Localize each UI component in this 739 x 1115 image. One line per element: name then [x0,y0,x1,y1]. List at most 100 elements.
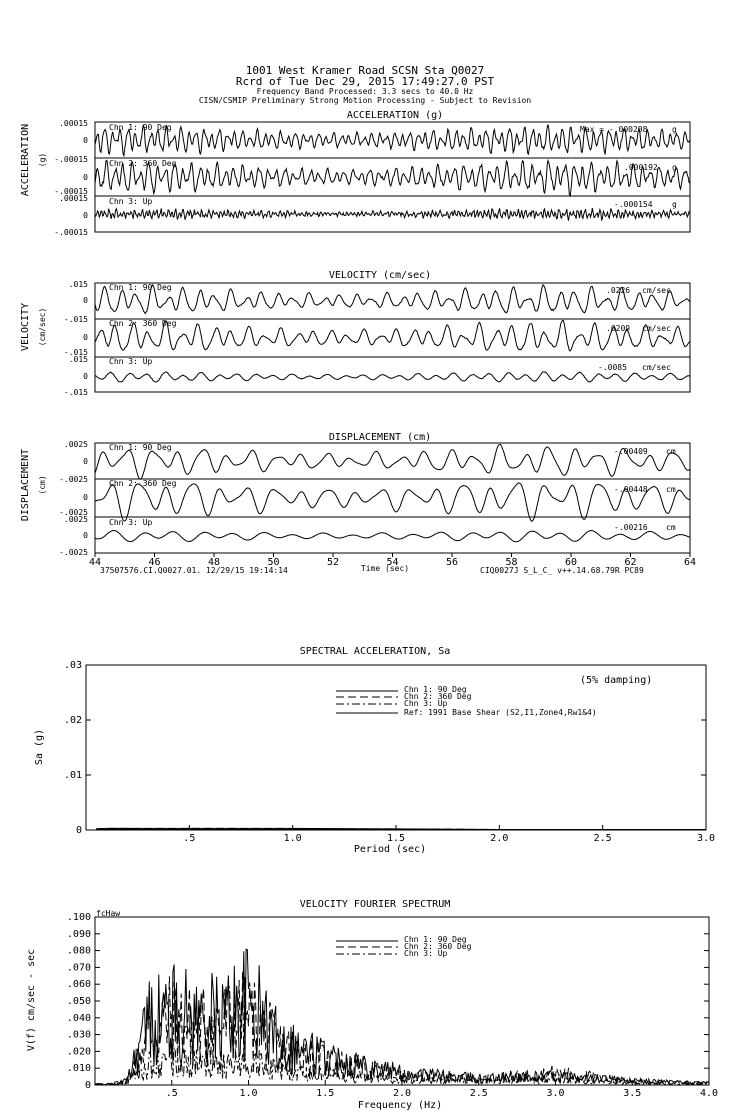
header-line-1: 1001 West Kramer Road SCSN Sta Q0027 [246,64,484,77]
vel-ch3-top-tick: .015 [69,355,88,364]
fourier-ytick-label: .030 [67,1030,91,1041]
vel-ch2-peak: .0209 [606,324,630,333]
vel-ch1-frame [94,282,691,320]
disp-ch3-bottom-tick: -.0025 [59,548,88,557]
fourier-xtick-label: 1.0 [239,1088,257,1099]
spectral-xtick-label: .5 [183,833,195,844]
disp-ch2-peak: -.00448 [614,485,648,494]
fourier-ytick-label: .100 [67,912,91,923]
disp-ch3-mid-tick: 0 [83,531,88,540]
acc-ch3-unit: g [672,200,677,209]
fourier-xtick-label: 1.5 [316,1088,334,1099]
time-tick-label: 60 [565,557,577,568]
disp-ch2-trace [94,482,690,522]
acc-ch1-bottom-tick: -.00015 [54,155,88,164]
vel-ch1-bottom-tick: -.015 [64,315,88,324]
vel-ch3-bottom-tick: -.015 [64,388,88,397]
acc-ch3-top-tick: .00015 [59,194,88,203]
acc-ch2-bottom-tick: -.00015 [54,187,88,196]
footer-left: 37507576.CI.Q0027.01. 12/29/15 19:14:14 [100,566,288,575]
spectral-xlabel: Period (sec) [354,844,426,855]
fourier-ytick-label: .010 [67,1063,91,1074]
fourier-ytick-label: 0 [85,1080,91,1091]
spectral-ylabel: Sa (g) [34,729,45,765]
disp-ch3-frame [94,516,691,554]
footer-right: CIQ0027J S_L_C_ v++.14.68.79R PC89 [480,566,644,575]
spectral-ytick-label: .02 [64,715,82,726]
vel-ch2-mid-tick: 0 [83,333,88,342]
acc-ch3-peak: -.000154 [614,200,653,209]
fourier-ytick-label: .070 [67,962,91,973]
fourier-legend-ch1: Chn 1: 90 Deg [404,935,467,944]
fourier-xtick-label: 2.5 [470,1088,488,1099]
disp-ch1-frame [94,442,691,480]
spectral-xtick-label: 1.0 [284,833,302,844]
acceleration-group: ACCELERATION (g) ACCELERATION (g) .00015… [20,110,691,237]
fourier-axes: .100 .090 .080 .070 .060 .050 .040 .030 .020 .010… [67,912,718,1099]
acc-ch3-bottom-tick: -.00015 [54,228,88,237]
disp-ch2-frame [94,478,691,518]
spectral-xtick-label: 1.5 [387,833,405,844]
fourier-series-ch3 [95,1046,710,1086]
fourier-ylabel: V(f) cm/sec - sec [26,949,37,1051]
vel-ch1-top-tick: .015 [69,280,88,289]
fourier-series-ch1 [94,948,710,1086]
vel-ch1-mid-tick: 0 [83,296,88,305]
fourier-ytick-label: .090 [67,929,91,940]
disp-ch2-name: Chn 2: 360 Deg [109,479,177,488]
time-tick-label: 52 [327,557,339,568]
fourier-ytick-label: .020 [67,1046,91,1057]
vel-ch2-unit: cm/sec [642,324,671,333]
vel-ch2-name: Chn 2: 360 Deg [109,319,177,328]
vel-ch1-trace [94,283,691,315]
spectral-xtick-label: 2.5 [594,833,612,844]
vel-ch1-peak: .0226 [606,286,630,295]
spectral-ytick-label: 0 [76,825,82,836]
vel-ch2-bottom-tick: -.015 [64,348,88,357]
velocity-side-label: VELOCITY [20,303,31,351]
velocity-title: VELOCITY (cm/sec) [329,270,431,281]
acc-ch3-name: Chn 3: Up [109,197,153,206]
spectral-frame [85,664,707,831]
spectral-legend-ch3: Chn 3: Up [404,699,448,708]
displacement-side-label: DISPLACEMENT [20,449,31,521]
spectral-title: SPECTRAL ACCELERATION, Sa [300,646,451,657]
spectral-legend-ch2: Chn 2: 360 Deg [404,692,472,701]
fourier-legend-ch3: Chn 3: Up [404,949,448,958]
acc-ch1-name: Chn 1: 90 Deg [109,123,172,132]
time-tick-label: 48 [208,557,220,568]
time-tick-label: 58 [505,557,517,568]
spectral-ytick-label: .03 [64,660,82,671]
spectral-legend-ch1: Chn 1: 90 Deg [404,685,467,694]
fourier-spectrum-chart: VELOCITY FOURIER SPECTRUM fcHaw V(f) cm/… [26,899,718,1111]
vel-ch3-unit: cm/sec [642,363,671,372]
spectral-xtick-label: 2.0 [490,833,508,844]
time-tick-label: 54 [386,557,398,568]
time-tick-label: 64 [684,557,696,568]
disp-ch3-top-tick: .0025 [64,515,88,524]
fourier-corner-label: fcHaw [96,909,120,918]
disp-ch3-unit: cm [666,523,676,532]
velocity-group: VELOCITY (cm/sec) VELOCITY (cm/sec) .015… [20,270,691,397]
time-axis: 44 46 48 50 52 54 56 58 60 62 64 [89,553,696,568]
vel-ch3-mid-tick: 0 [83,372,88,381]
acc-ch3-frame [94,195,691,233]
time-tick-label: 44 [89,557,101,568]
time-axis-label: Time (sec) [361,564,409,573]
disp-ch3-trace [94,529,691,543]
displacement-title: DISPLACEMENT (cm) [329,432,431,443]
disp-ch1-peak: -.00409 [614,447,648,456]
acc-ch1-unit: g [672,125,677,134]
time-tick-label: 50 [267,557,279,568]
vel-ch3-frame [94,356,691,393]
fourier-xlabel: Frequency (Hz) [358,1100,442,1111]
acc-ch1-trace [94,124,691,158]
header-line-2: Rcrd of Tue Dec 29, 2015 17:49:27.0 PST [236,75,495,88]
fourier-xtick-label: 2.0 [393,1088,411,1099]
time-tick-label: 46 [148,557,160,568]
acc-ch1-mid-tick: 0 [83,136,88,145]
vel-ch1-name: Chn 1: 90 Deg [109,283,172,292]
disp-ch1-bottom-tick: -.0025 [59,475,88,484]
fourier-series-ch2 [94,971,710,1086]
fourier-xtick-label: 3.0 [546,1088,564,1099]
